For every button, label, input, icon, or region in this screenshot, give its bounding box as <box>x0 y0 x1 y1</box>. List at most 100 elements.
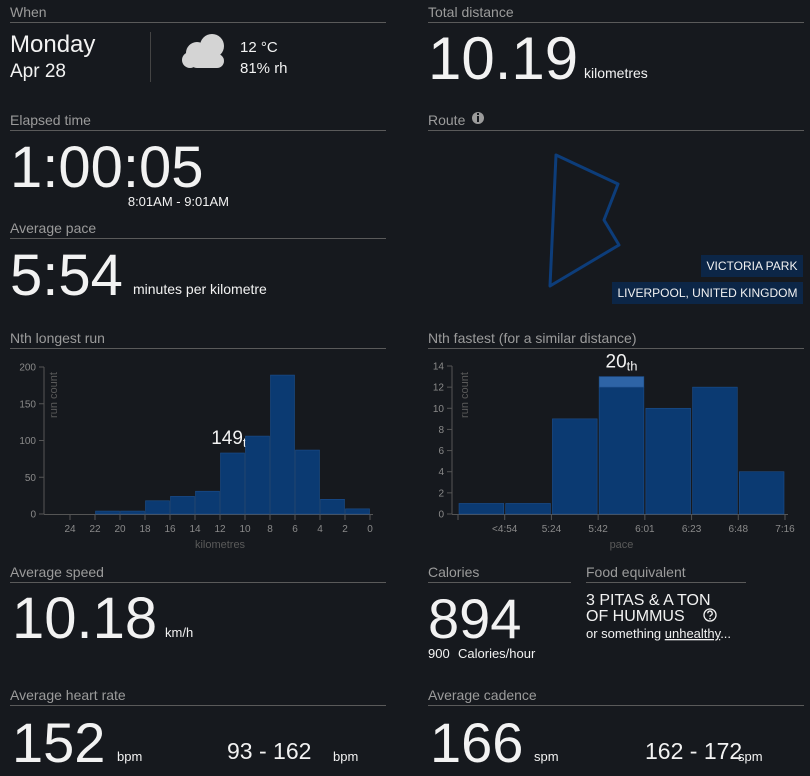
x-tick-label: 8 <box>267 524 273 535</box>
section-label: Calories <box>428 564 479 580</box>
x-tick-label: 12 <box>214 524 226 535</box>
calories-value: 894 <box>428 587 521 650</box>
x-tick-label: 22 <box>89 524 101 535</box>
cadence-range: 162 - 172 <box>645 738 742 764</box>
section-label: Average heart rate <box>10 687 126 703</box>
time-range: 8:01AM - 9:01AM <box>128 194 229 209</box>
y-tick-label: 14 <box>433 362 445 373</box>
day: Monday <box>10 31 95 58</box>
rank-label: 20th <box>606 352 638 374</box>
x-tick-label: 6:23 <box>682 524 702 535</box>
x-tick-label: 6 <box>292 524 298 535</box>
elapsed-value: 1:00:05 <box>10 135 204 200</box>
bar <box>270 374 295 515</box>
help-icon[interactable] <box>703 608 717 622</box>
x-tick-label: 7:16 <box>775 524 795 535</box>
heart-rate-range: 93 - 162 <box>227 738 311 764</box>
y-axis-label: run count <box>459 372 471 418</box>
y-tick-label: 50 <box>25 473 37 484</box>
location-badge <box>612 282 803 304</box>
x-tick-label: 10 <box>239 524 251 535</box>
section-label: Nth longest run <box>10 330 105 346</box>
bar <box>120 510 145 515</box>
rank-number: 149 <box>211 428 243 449</box>
y-tick-label: 8 <box>438 425 444 436</box>
food-line: 3 PITAS & A TON <box>586 592 711 609</box>
heart-rate-unit: bpm <box>117 749 142 764</box>
x-tick-label: 5:24 <box>542 524 562 535</box>
y-tick-label: 100 <box>19 436 36 447</box>
x-tick-label: 4 <box>317 524 323 535</box>
y-tick-label: 4 <box>438 467 444 478</box>
y-tick-label: 2 <box>438 488 444 499</box>
note-link[interactable]: unhealthy <box>665 626 722 641</box>
y-axis-label: run count <box>48 372 60 418</box>
section-label: Nth fastest (for a similar distance) <box>428 330 637 346</box>
place-badge <box>701 255 803 277</box>
note-text: ... <box>720 626 731 641</box>
distance-value: 10.19 <box>428 25 578 92</box>
y-tick-label: 150 <box>19 399 36 410</box>
bar <box>220 452 245 515</box>
x-tick-label: 24 <box>64 524 76 535</box>
bar <box>692 386 738 515</box>
cloud-icon <box>182 34 224 68</box>
location: LIVERPOOL, UNITED KINGDOM <box>617 286 797 300</box>
y-tick-label: 200 <box>19 363 36 374</box>
x-tick-label: 18 <box>139 524 151 535</box>
y-tick-label: 6 <box>438 446 444 457</box>
bar <box>345 508 370 515</box>
x-axis-label: pace <box>610 539 634 551</box>
x-tick-label: 6:01 <box>635 524 655 535</box>
bar <box>598 386 645 515</box>
distance-unit: kilometres <box>584 65 648 81</box>
section-label: When <box>10 4 47 20</box>
section-label: Average pace <box>10 220 96 236</box>
bar <box>295 449 320 515</box>
cadence-value: 166 <box>430 711 523 774</box>
route-path <box>548 153 621 288</box>
calories-rate: 900 <box>428 646 450 661</box>
bar <box>738 471 785 515</box>
x-tick-label: 0 <box>367 524 373 535</box>
y-tick-label: 0 <box>30 510 36 521</box>
bar <box>195 490 220 515</box>
heart-rate-range-unit: bpm <box>333 749 358 764</box>
bar <box>598 376 645 388</box>
bar <box>552 418 598 515</box>
cadence-unit: spm <box>534 749 559 764</box>
date: Apr 28 <box>10 61 66 82</box>
section-label: Elapsed time <box>10 112 91 128</box>
section-label: Route <box>428 112 466 128</box>
rank-suffix: th <box>627 359 638 374</box>
calories-rate-unit: Calories/hour <box>458 646 536 661</box>
pace-value: 5:54 <box>10 243 123 308</box>
cadence-range-unit: spm <box>738 749 763 764</box>
y-tick-label: 0 <box>438 510 444 521</box>
note-text: or something <box>586 626 665 641</box>
heart-rate-value: 152 <box>12 711 105 774</box>
x-tick-label: 6:48 <box>729 524 749 535</box>
y-tick-label: 10 <box>433 404 445 415</box>
bar <box>95 510 120 515</box>
bar <box>170 496 195 515</box>
x-tick-label: 5:42 <box>588 524 608 535</box>
y-tick-label: 12 <box>433 383 445 394</box>
bar <box>458 503 505 515</box>
x-tick-label: 2 <box>342 524 348 535</box>
bar <box>505 503 551 515</box>
section-label: Average speed <box>10 564 104 580</box>
info-icon[interactable] <box>472 112 484 124</box>
food-note: or something unhealthy... <box>586 626 731 641</box>
section-label: Total distance <box>428 4 514 20</box>
bar <box>320 498 345 515</box>
x-tick-label: <4:54 <box>492 524 518 535</box>
pace-unit: minutes per kilometre <box>133 281 267 297</box>
rank-number: 20 <box>606 352 627 373</box>
section-label: Food equivalent <box>586 564 686 580</box>
x-tick-label: 16 <box>164 524 176 535</box>
bar <box>145 500 170 515</box>
x-axis-label: kilometres <box>195 539 246 551</box>
